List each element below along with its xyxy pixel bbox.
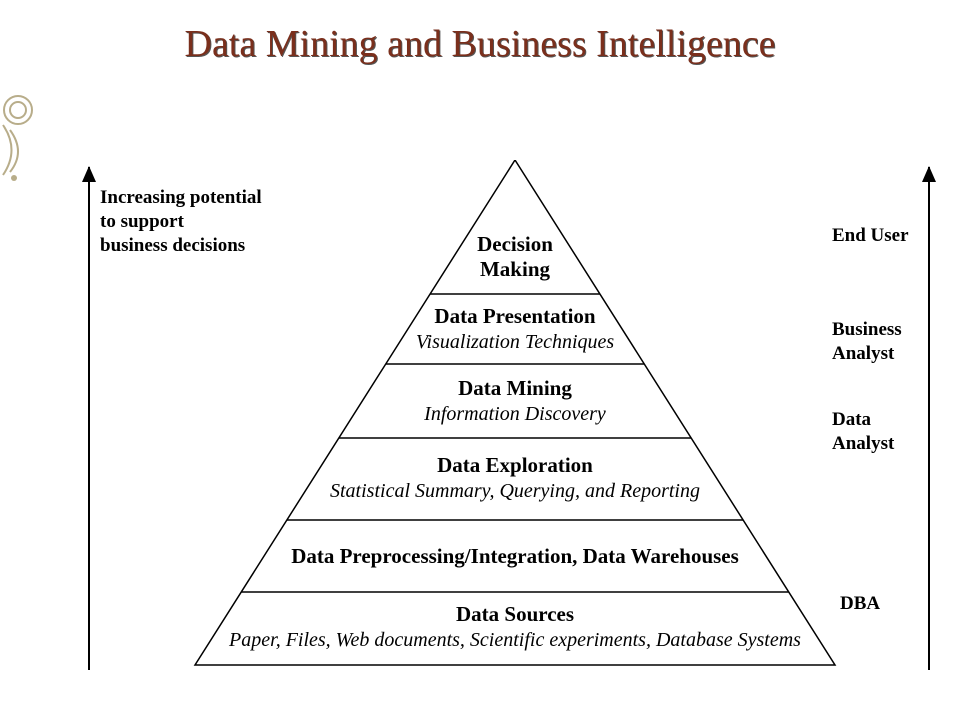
corner-swirl-icon [0,80,60,200]
left-axis-arrow [88,167,90,670]
pyramid-diagram: Decision Making Data Presentation Visual… [165,160,865,680]
page-title: Data Mining and Business Intelligence [0,22,960,66]
right-axis-arrow [928,167,930,670]
